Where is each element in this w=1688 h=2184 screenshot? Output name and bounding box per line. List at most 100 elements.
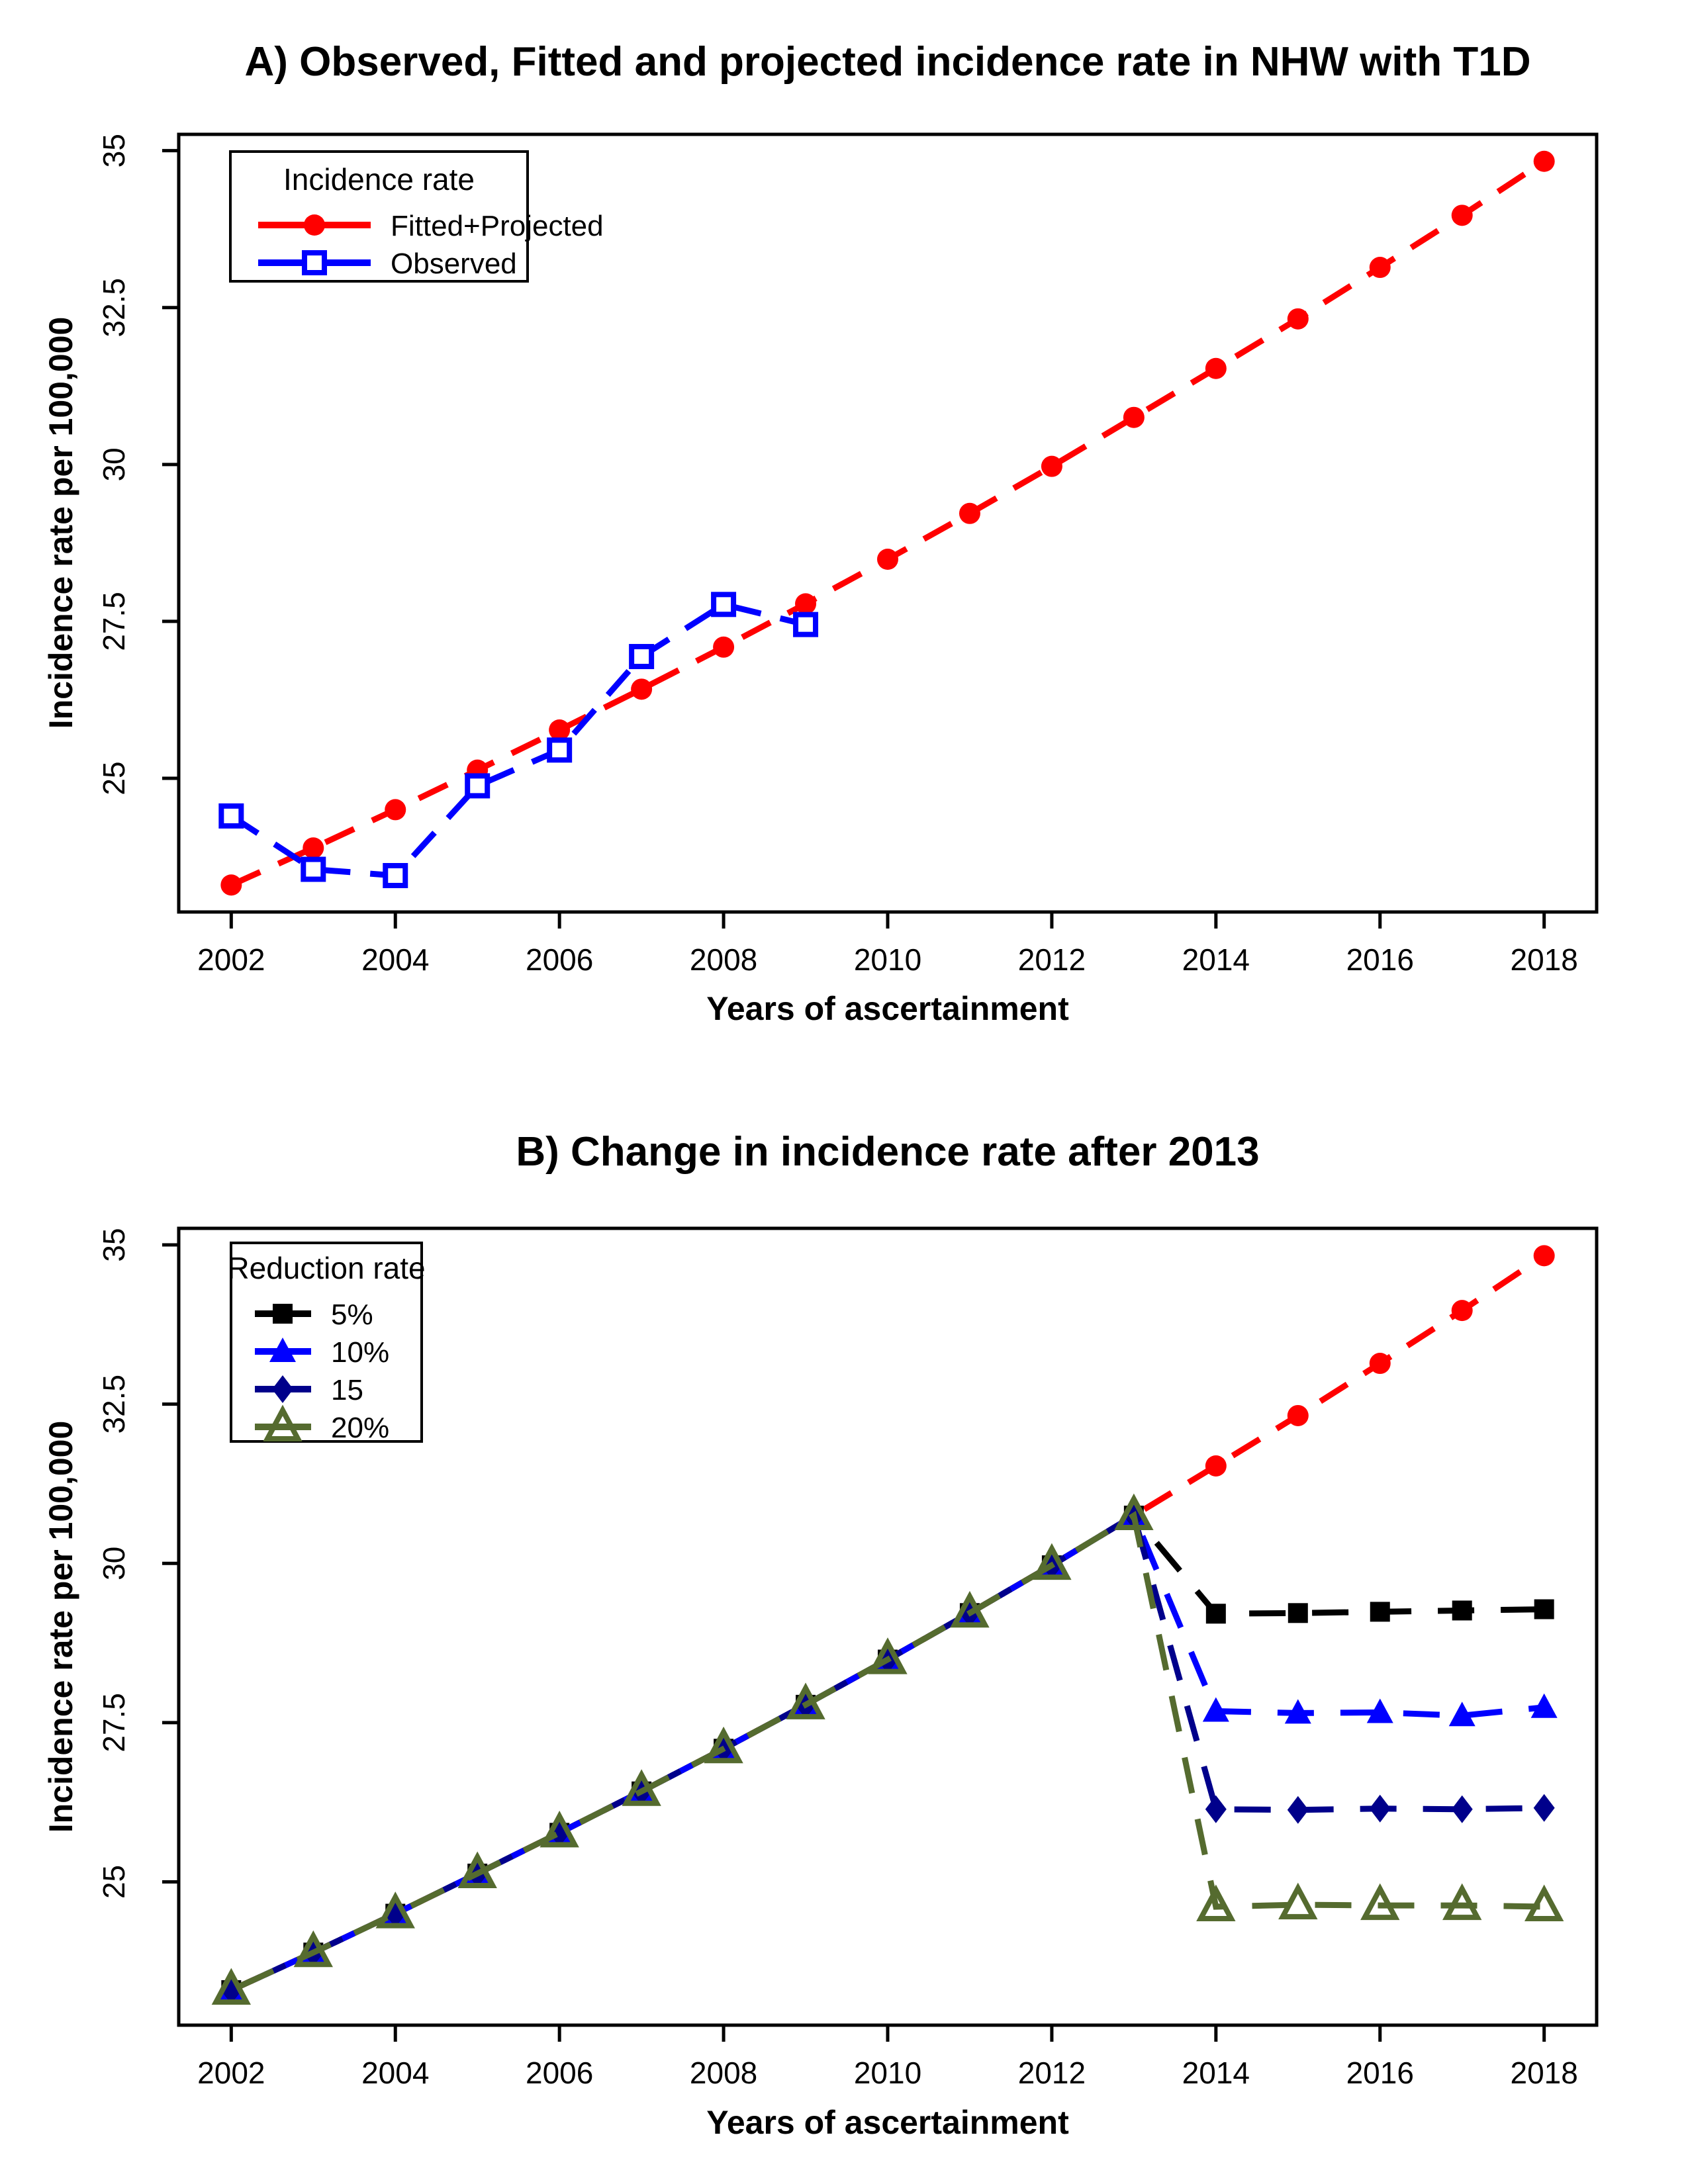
panel-a-title: A) Observed, Fitted and projected incide… [244, 39, 1531, 85]
series-line-5% [230, 1512, 1544, 1993]
x-tick-label: 2018 [1510, 942, 1577, 977]
series-marker-20% [1278, 1882, 1318, 1920]
series-line-15 [230, 1511, 1544, 1993]
series-marker-20% [1032, 1543, 1072, 1580]
series-marker-Observed [465, 773, 491, 799]
panel-b: B) Change in incidence rate after 2013 I… [0, 1092, 1688, 2184]
x-tick-label: 2006 [526, 2056, 593, 2090]
series-marker-Fitted+Projected [1123, 406, 1145, 428]
series-marker-20% [293, 1930, 333, 1968]
series-marker-20% [622, 1769, 661, 1806]
x-tick-label: 2012 [1018, 942, 1086, 977]
series-marker-20% [1442, 1883, 1482, 1921]
series-marker-Fitted+Projected [1369, 1353, 1391, 1375]
series-marker-15 [1205, 1795, 1227, 1823]
series-marker-Observed [793, 612, 819, 637]
series-marker-15 [1369, 1794, 1391, 1823]
series-marker-Fitted+Projected [1287, 1404, 1309, 1426]
series-marker-20% [539, 1810, 579, 1848]
series-marker-10% [1448, 1702, 1476, 1727]
y-tick-label: 32.5 [97, 278, 131, 338]
series-marker-20% [457, 1851, 497, 1888]
series-marker-Observed [383, 862, 408, 888]
y-tick-label: 25 [97, 1865, 131, 1899]
legend-label-5%: 5% [331, 1298, 373, 1331]
series-line-Observed [229, 601, 807, 879]
series-marker-Fitted+Projected [385, 799, 406, 821]
series-marker-10% [1202, 1697, 1229, 1722]
panel-a: A) Observed, Fitted and projected incide… [42, 39, 1599, 1027]
legend-title: Incidence rate [283, 162, 475, 197]
y-tick-label: 35 [97, 1228, 131, 1261]
series-marker-Fitted+Projected [1287, 308, 1309, 330]
series-marker-Fitted+Projected [959, 502, 980, 524]
series-marker-20% [375, 1891, 415, 1929]
panel-a-x-axis-label: Years of ascertainment [706, 990, 1069, 1027]
panel-b-plot: 2002 2004 2006 2008 2010 2012 2014 2016 2018 25 27… [97, 1226, 1599, 2090]
series-marker-20% [868, 1637, 908, 1674]
legend-label-Observed: Observed [391, 248, 517, 280]
legend-label-15: 15 [331, 1374, 363, 1406]
series-marker-Fitted+Projected [1041, 455, 1062, 477]
series-marker-5% [1452, 1600, 1472, 1621]
y-tick-label: 30 [97, 447, 131, 481]
series-line-Fitted+Projected [230, 1253, 1546, 1993]
legend-title: Reduction rate [227, 1251, 425, 1285]
x-tick-label: 2010 [854, 2056, 921, 2090]
x-tick-label: 2018 [1510, 2056, 1577, 2090]
x-tick-label: 2014 [1182, 2056, 1250, 2090]
series-marker-Observed [629, 644, 655, 670]
series-marker-20% [950, 1590, 990, 1628]
legend-marker-Fitted+Projected [304, 214, 325, 236]
legend-box [229, 150, 529, 283]
y-tick-label: 32.5 [97, 1375, 131, 1434]
series-marker-10% [1530, 1693, 1558, 1718]
legend-label-10%: 10% [331, 1336, 389, 1369]
series-marker-20% [1114, 1493, 1154, 1531]
series-marker-5% [1288, 1603, 1308, 1623]
x-tick-label: 2016 [1346, 942, 1414, 977]
series-marker-Fitted+Projected [713, 636, 735, 658]
series-line-10% [230, 1511, 1545, 1993]
series-marker-Observed [547, 737, 573, 763]
y-tick-label: 30 [97, 1547, 131, 1580]
series-marker-Observed [711, 592, 737, 617]
y-tick-label: 25 [97, 761, 131, 795]
x-tick-label: 2008 [690, 2056, 757, 2090]
series-marker-20% [211, 1968, 252, 2005]
x-tick-label: 2010 [854, 942, 921, 977]
series-marker-15 [1287, 1796, 1309, 1824]
series-line-20% [230, 1510, 1544, 1993]
series-marker-20% [1360, 1883, 1400, 1921]
series-marker-10% [1366, 1698, 1393, 1723]
series-marker-Fitted+Projected [877, 549, 898, 570]
x-tick-label: 2008 [690, 942, 757, 977]
y-tick-label: 27.5 [97, 1693, 131, 1752]
series-marker-Fitted+Projected [1205, 357, 1227, 379]
legend-marker-Observed [302, 250, 327, 275]
series-marker-Fitted+Projected [549, 719, 571, 741]
y-tick-label: 35 [97, 134, 131, 167]
legend-marker-15 [272, 1375, 293, 1403]
x-tick-label: 2004 [361, 942, 429, 977]
series-marker-Fitted+Projected [1369, 257, 1391, 279]
series-marker-20% [786, 1682, 825, 1719]
series-marker-20% [1524, 1884, 1564, 1921]
x-tick-label: 2002 [197, 2056, 265, 2090]
series-marker-Observed [301, 856, 326, 882]
series-marker-5% [1534, 1599, 1554, 1619]
series-marker-Fitted+Projected [220, 874, 242, 896]
series-marker-Fitted+Projected [303, 837, 324, 859]
series-marker-5% [1205, 1604, 1226, 1624]
panel-a-plot: 2002 2004 2006 2008 2010 2012 2014 2016 2018 25 27… [97, 132, 1599, 977]
series-marker-Fitted+Projected [795, 593, 817, 615]
panel-b-x-axis-label: Years of ascertainment [706, 2104, 1069, 2141]
x-tick-label: 2014 [1182, 942, 1250, 977]
x-tick-label: 2006 [526, 942, 593, 977]
x-tick-label: 2002 [197, 942, 265, 977]
legend-marker-5% [273, 1304, 293, 1324]
series-marker-Fitted+Projected [1451, 1300, 1473, 1322]
series-marker-10% [1284, 1699, 1311, 1724]
x-tick-label: 2004 [361, 2056, 429, 2090]
